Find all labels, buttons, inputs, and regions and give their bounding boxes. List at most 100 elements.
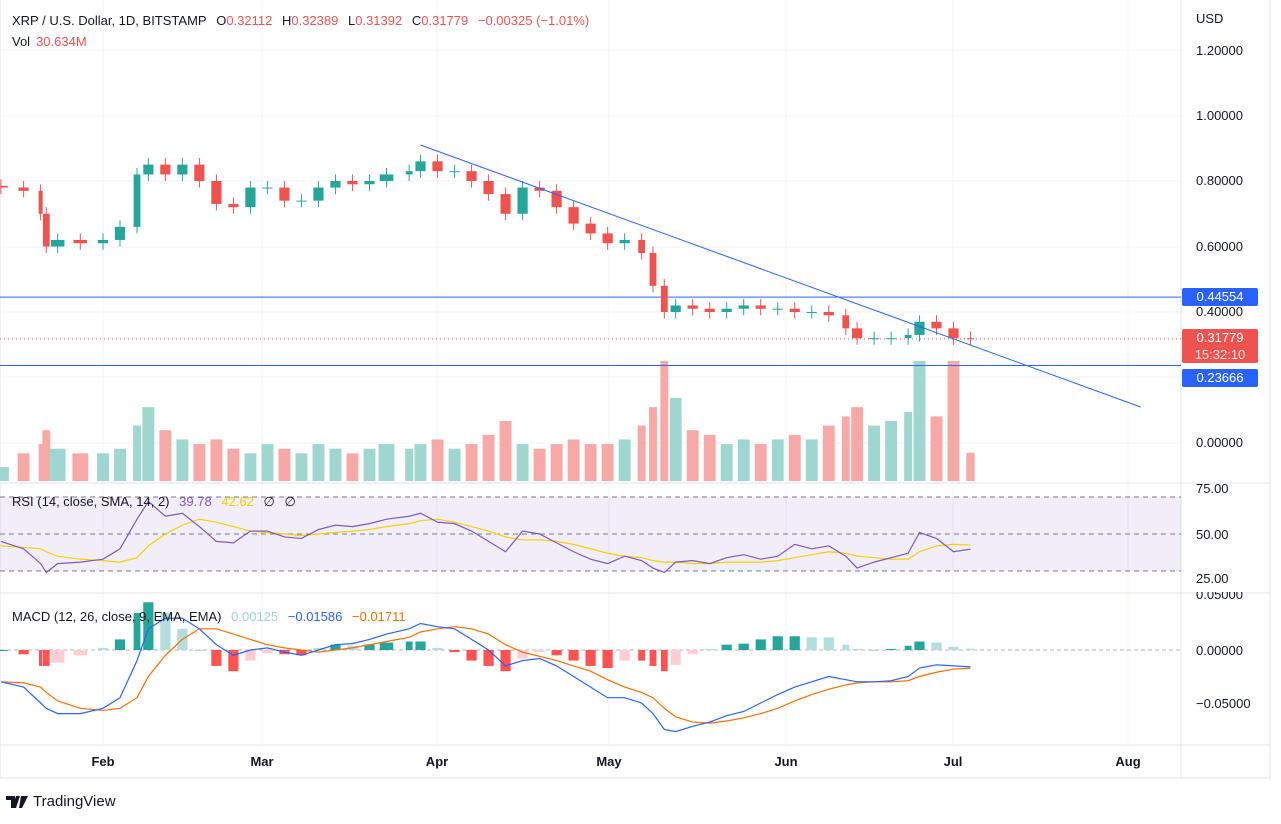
volume-bar (278, 448, 291, 481)
candle (823, 312, 834, 316)
rsi-value: 39.78 (179, 494, 212, 509)
macd-histogram-bar (313, 647, 324, 650)
candle (687, 305, 698, 309)
candle (262, 187, 273, 189)
time-label: Jul (943, 754, 963, 769)
candle (806, 312, 817, 313)
candle (449, 171, 460, 173)
macd-histogram-bar (649, 650, 657, 666)
volume-bar (885, 421, 898, 481)
volume-bar (533, 448, 546, 481)
volume-bar (788, 434, 801, 481)
candle (738, 305, 749, 309)
macd-histogram-bar (852, 648, 863, 650)
high-value: 0.32389 (291, 13, 339, 28)
candle (619, 239, 630, 244)
price-tick: 1.20000 (1196, 43, 1243, 58)
candle (931, 321, 942, 329)
macd-histogram-bar (789, 636, 800, 650)
volume-bar (133, 425, 141, 481)
candle (415, 161, 426, 172)
rsi-extra-2: ∅ (284, 494, 296, 509)
volume-bar (516, 444, 529, 481)
rsi-legend: RSI (14, close, SMA, 14, 2) 39.78 42.62 … (12, 494, 296, 510)
candle (432, 161, 443, 172)
candle (585, 223, 596, 234)
price-tick: 0.00000 (1196, 435, 1243, 450)
candle (143, 164, 154, 175)
macd-tick: 0.05000 (1196, 592, 1243, 601)
volume-bar (378, 444, 395, 481)
volume-bar (637, 425, 646, 481)
candle (886, 338, 897, 340)
time-label: Feb (91, 754, 115, 769)
macd-histogram-bar (114, 639, 126, 650)
volume-bar (822, 425, 835, 481)
candle (114, 226, 126, 240)
rsi-sma-line (0, 518, 971, 565)
volume-bar (660, 361, 669, 481)
volume-bar (737, 439, 750, 481)
candle (755, 305, 766, 309)
volume-bar (210, 439, 223, 481)
macd-histogram-bar (931, 642, 942, 650)
macd-histogram-bar (38, 650, 43, 666)
candle (0, 185, 8, 188)
macd-histogram-bar (704, 648, 715, 650)
brand-name: TradingView (33, 793, 116, 810)
price-tick: 1.00000 (1196, 108, 1243, 123)
macd-histogram-bar (842, 644, 850, 650)
volume-bar (42, 430, 51, 481)
macd-signal-line (0, 626, 971, 724)
volume-legend: Vol 30.634M (12, 34, 87, 49)
volume-bar (771, 439, 784, 481)
volume-bar (431, 439, 444, 481)
time-label: Apr (425, 754, 449, 769)
volume-bar (193, 444, 206, 481)
volume-bar (329, 448, 342, 481)
volume-bar (114, 448, 126, 481)
macd-histogram-bar (660, 650, 668, 672)
candle (405, 171, 413, 175)
candle (904, 334, 912, 339)
macd-histogram-bar (262, 650, 273, 654)
candle (517, 187, 528, 214)
candle (869, 338, 880, 340)
candle (483, 181, 494, 195)
macd-histogram-bar (466, 650, 477, 661)
close-label: C (411, 13, 422, 28)
rsi-label: RSI (14, close, SMA, 14, 2) (12, 494, 170, 509)
macd-histogram-bar (18, 650, 29, 655)
candle (966, 338, 975, 340)
symbol-title: XRP / U.S. Dollar, 1D, BITSTAMP (12, 13, 207, 28)
macd-histogram-bar (638, 650, 646, 661)
volume-bar (913, 361, 926, 481)
candle (211, 181, 222, 204)
macd-histogram-bar (228, 650, 239, 672)
macd-histogram-bar (330, 644, 341, 650)
volume-bar (669, 397, 682, 481)
tradingview-logo[interactable]: TradingView (6, 793, 116, 810)
candle (842, 315, 850, 329)
volume-bar (584, 444, 597, 481)
macd-histogram-bar (823, 637, 834, 650)
volume-bar (649, 407, 657, 481)
rsi-extra-1: ∅ (263, 494, 275, 509)
candle (568, 207, 579, 224)
candle (160, 164, 171, 175)
macd-value: −0.01586 (287, 609, 343, 624)
macd-histogram-bar (42, 650, 50, 666)
low-label: L (348, 13, 356, 28)
candle (38, 190, 43, 214)
rsi-tick: 75.00 (1196, 481, 1229, 496)
candle (534, 187, 545, 191)
time-label: Jun (774, 754, 798, 769)
macd-histogram-bar (687, 650, 698, 655)
volume-bar (312, 444, 325, 481)
macd-histogram-bar (568, 650, 579, 661)
candle (177, 164, 188, 175)
volume-bar (295, 453, 308, 481)
price-tick: 0.60000 (1196, 239, 1243, 254)
